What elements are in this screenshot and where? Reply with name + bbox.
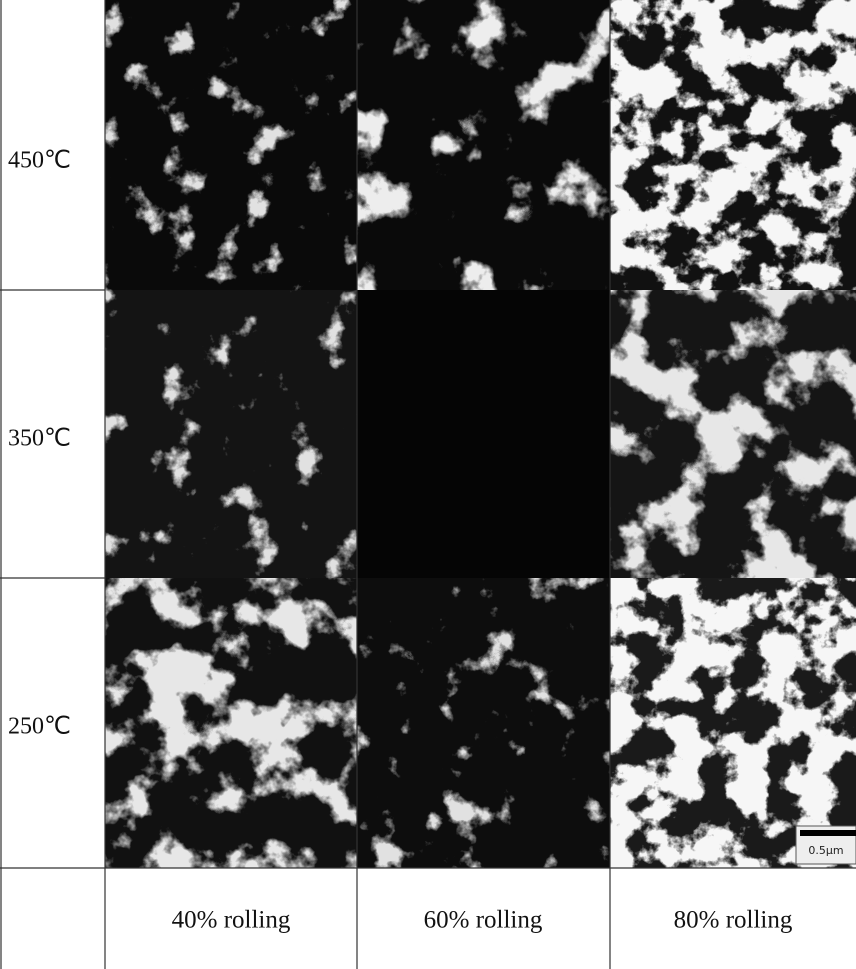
micrograph-texture [357,578,610,868]
micrographs [105,0,856,868]
column-label: 40% rolling [172,907,291,934]
micrograph-texture [105,290,357,578]
micrograph [357,290,610,578]
row-label: 250℃ [8,714,71,740]
scale-bar: 0.5μm [796,826,856,864]
micrograph-texture [357,0,610,290]
page: 450℃ 350℃ 250℃ 40% rolling 60% rolling 8… [0,0,856,969]
row-label: 350℃ [8,426,71,452]
micrograph-texture [610,290,856,578]
row-label: 450℃ [8,148,71,174]
scale-bar-line [800,830,856,836]
column-label: 60% rolling [424,907,543,934]
micrograph-texture [105,0,357,290]
figure: 450℃ 350℃ 250℃ 40% rolling 60% rolling 8… [0,0,856,969]
micrograph-texture [105,578,357,868]
column-label: 80% rolling [674,907,793,934]
micrograph-texture [610,0,856,290]
scale-bar-label: 0.5μm [808,844,843,857]
micrograph-texture [610,578,856,868]
